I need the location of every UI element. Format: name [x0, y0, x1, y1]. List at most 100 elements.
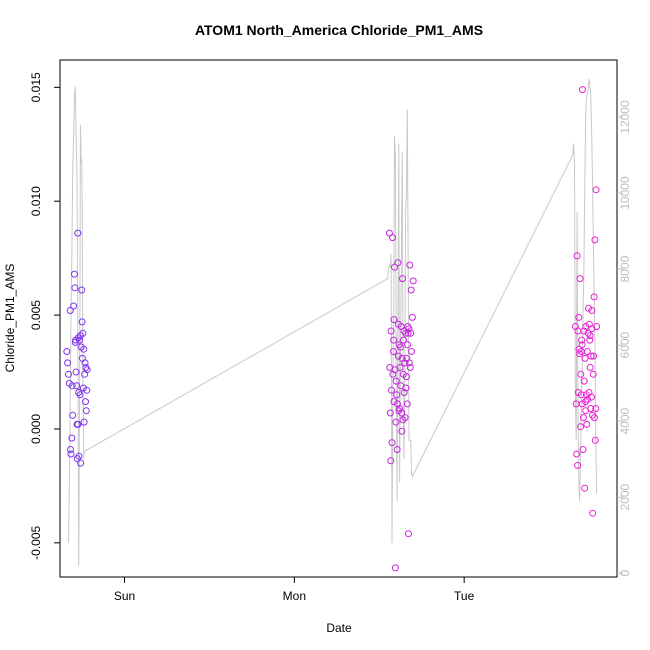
data-point [402, 384, 410, 392]
data-point [70, 270, 78, 278]
data-point [83, 386, 91, 394]
data-point [577, 423, 584, 431]
data-point [396, 405, 404, 412]
y-tick-label: -0.005 [29, 526, 43, 560]
data-point [398, 427, 406, 435]
data-point [80, 345, 88, 353]
y2-tick-label: 2000 [618, 483, 632, 510]
data-point [392, 377, 400, 385]
data-point [74, 229, 82, 237]
data-point [82, 407, 90, 415]
data-point [579, 414, 587, 422]
data-point [78, 318, 86, 326]
data-point [586, 332, 594, 340]
data-point [394, 320, 402, 328]
x-tick-label: Tue [454, 589, 475, 603]
data-point [578, 336, 586, 344]
data-point [67, 450, 75, 458]
data-point [63, 348, 71, 355]
data-point [577, 391, 585, 399]
x-tick-label: Mon [283, 589, 306, 603]
data-point [576, 275, 584, 283]
data-point [575, 313, 583, 321]
data-point [73, 382, 81, 390]
data-point [391, 564, 399, 572]
data-point [387, 327, 395, 335]
data-point [401, 414, 409, 422]
data-point [584, 395, 592, 403]
data-point [81, 359, 89, 367]
data-point [398, 409, 406, 417]
data-point [77, 459, 85, 467]
data-point [394, 259, 402, 267]
y-tick-label: 0.010 [29, 186, 43, 216]
data-point [591, 436, 599, 444]
data-point [579, 446, 587, 453]
data-point [405, 359, 413, 367]
data-point [574, 461, 582, 469]
data-point [68, 434, 76, 442]
y2-tick-label: 8000 [618, 255, 632, 282]
data-point [407, 286, 415, 294]
data-point [401, 359, 409, 367]
x-tick-label: Sun [114, 589, 135, 603]
data-point [586, 336, 594, 344]
data-point [573, 252, 581, 260]
point-layer [63, 86, 601, 572]
data-point [581, 354, 589, 362]
line-layer [68, 78, 598, 566]
data-point [400, 336, 407, 344]
data-point [592, 186, 600, 194]
data-point [66, 307, 74, 314]
data-point [577, 370, 585, 378]
data-point [390, 316, 398, 324]
data-point [584, 329, 592, 337]
data-point [65, 370, 72, 378]
data-point [404, 341, 412, 349]
data-point [72, 336, 80, 344]
data-point [69, 411, 77, 419]
data-point [392, 418, 400, 426]
data-point [406, 261, 414, 269]
data-point [389, 234, 396, 242]
data-point [579, 86, 586, 94]
data-point [387, 457, 395, 465]
axis-layer: Sun Mon Tue -0.005 0.000 0.005 0.010 0.015 0 2000… [29, 72, 632, 603]
plot-frame [59, 59, 618, 578]
data-point [388, 439, 396, 447]
data-point [580, 377, 588, 385]
data-point [583, 420, 591, 428]
data-point [388, 386, 395, 394]
data-point [589, 509, 597, 517]
data-point [573, 450, 581, 458]
data-point [590, 414, 598, 422]
data-point [586, 364, 594, 371]
x-axis-label: Date [326, 621, 352, 635]
data-point [405, 530, 412, 538]
data-point [590, 352, 598, 360]
data-point [76, 336, 83, 344]
data-point [79, 329, 87, 337]
data-point [399, 275, 406, 283]
data-point [577, 348, 585, 355]
data-point [581, 484, 589, 492]
data-point [389, 348, 397, 355]
data-point [390, 336, 398, 344]
data-point [70, 302, 78, 310]
y-tick-label: 0.015 [29, 72, 43, 102]
data-point [404, 323, 412, 330]
data-point [409, 277, 417, 285]
data-point [588, 411, 596, 419]
data-point [400, 389, 408, 396]
data-point [588, 307, 596, 314]
data-point [78, 286, 86, 294]
data-point [578, 341, 586, 349]
data-point [82, 398, 89, 406]
data-point [587, 405, 595, 412]
data-point [408, 313, 416, 321]
data-point [83, 366, 91, 374]
data-point [590, 293, 598, 301]
y2-tick-label: 10000 [618, 176, 632, 210]
